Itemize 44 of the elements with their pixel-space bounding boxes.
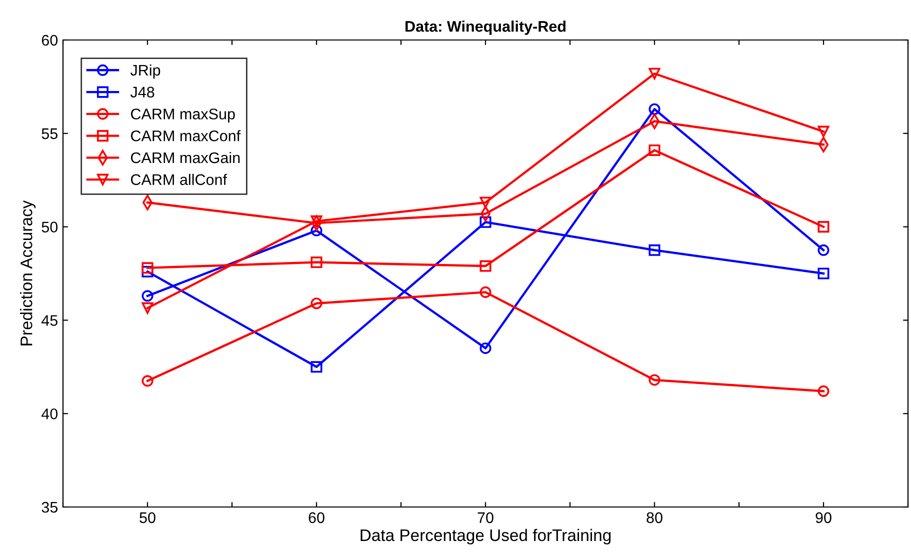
x-tick-label: 60 [308,512,324,524]
y-tick-label: 60 [42,34,58,46]
point [142,302,154,314]
point [648,244,660,256]
point [310,361,322,373]
legend-label: CARM maxConf [131,130,241,142]
y-tick-label: 50 [42,222,58,232]
point [310,224,322,236]
legend-label: CARM maxGain [131,152,240,164]
y-axis-title: Prediction Accuracy [20,200,36,346]
x-tick-label: 80 [646,512,662,524]
point [648,374,660,386]
x-tick-label: 70 [478,512,494,524]
y-tick-label: 55 [42,128,58,140]
point [310,298,322,310]
legend-label: J48 [130,86,154,98]
point [648,68,660,80]
point [480,286,492,298]
point [648,144,660,156]
point [310,256,322,268]
x-tick-label: 50 [140,512,156,524]
point [818,126,830,138]
point [818,268,830,280]
x-tick-label: 90 [816,512,832,524]
x-axis-title: Data Percentage Used forTraining [360,528,611,544]
point [142,375,154,387]
legend-label: JRip [130,64,160,79]
point [818,244,830,256]
y-tick-label: 35 [42,502,58,513]
point [142,262,154,274]
point [818,221,830,233]
legend-label: CARM allConf [131,174,228,186]
point [480,196,492,208]
chart-title: Data: Winequality-Red [406,20,566,35]
point [310,215,322,227]
point [480,216,492,228]
y-tick-label: 40 [42,408,58,420]
point [818,385,830,397]
point [142,290,154,302]
point [648,103,660,115]
y-tick-label: 45 [42,315,58,326]
point [480,342,492,354]
legend-label: CARM maxSup [131,108,235,122]
point [480,260,492,272]
